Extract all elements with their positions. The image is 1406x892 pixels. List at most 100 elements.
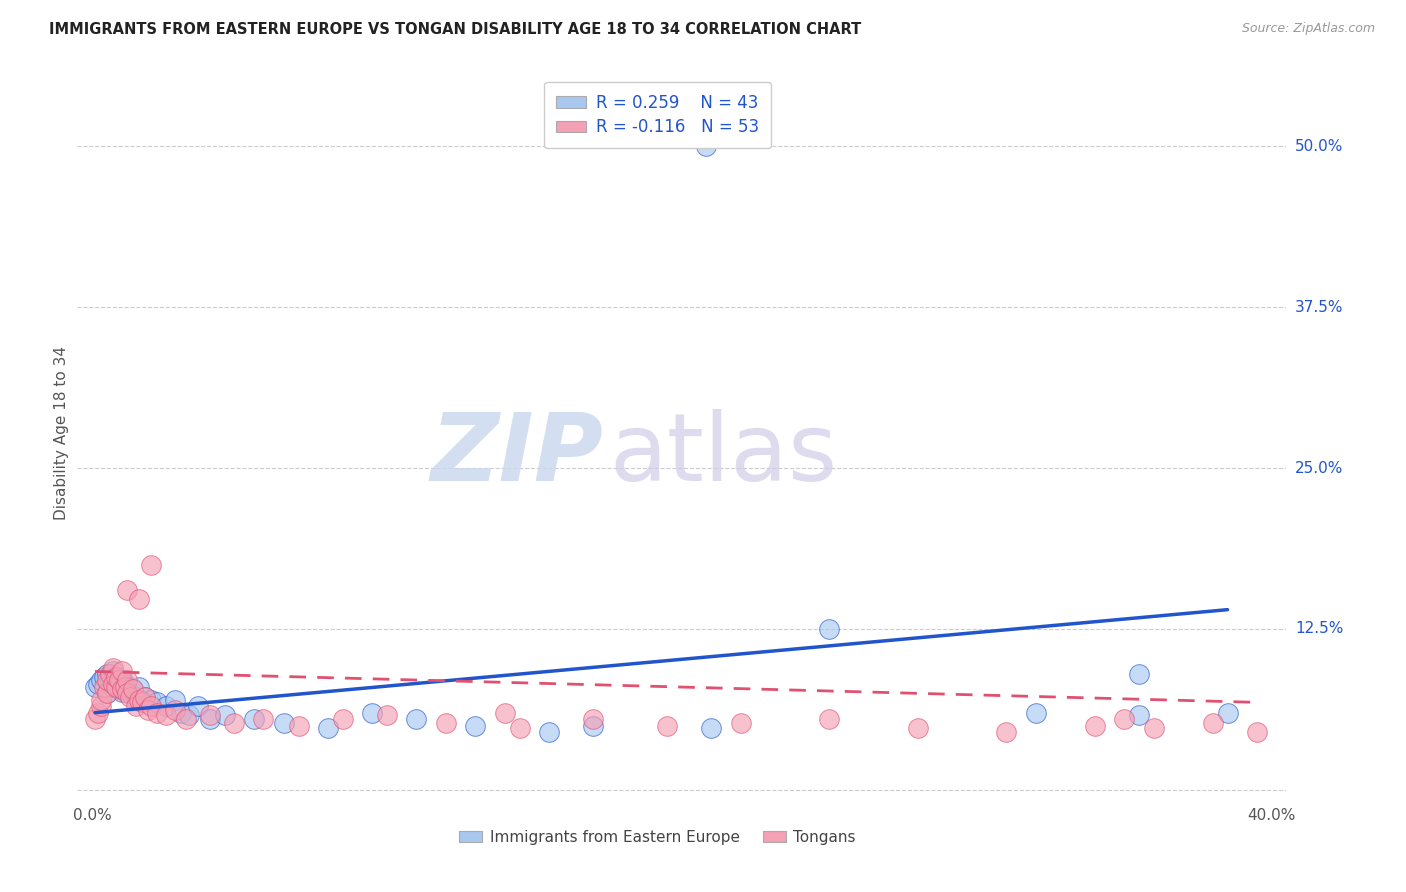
Point: [134, 690, 156, 705]
Point: [128, 680, 150, 694]
Point: [110, 673, 132, 688]
Legend: Immigrants from Eastern Europe, Tongans: Immigrants from Eastern Europe, Tongans: [453, 823, 862, 851]
Point: [332, 712, 354, 726]
Point: [96, 686, 118, 700]
Point: [84, 712, 107, 726]
Point: [582, 712, 605, 726]
Point: [818, 712, 841, 726]
Point: [93, 670, 115, 684]
Point: [375, 708, 398, 723]
Point: [139, 699, 162, 714]
Point: [582, 718, 605, 732]
Text: 12.5%: 12.5%: [1295, 622, 1343, 637]
Point: [405, 712, 427, 726]
Text: atlas: atlas: [609, 409, 838, 500]
Point: [117, 680, 139, 694]
Point: [155, 708, 177, 723]
Point: [198, 712, 221, 726]
Point: [98, 667, 121, 681]
Point: [110, 665, 132, 679]
Point: [657, 718, 679, 732]
Point: [136, 703, 159, 717]
Text: 50.0%: 50.0%: [1295, 138, 1343, 153]
Point: [1216, 706, 1239, 720]
Point: [139, 558, 162, 572]
Point: [90, 673, 112, 688]
Point: [907, 721, 929, 735]
Point: [1084, 718, 1107, 732]
Point: [134, 690, 156, 705]
Point: [131, 695, 153, 709]
Point: [96, 673, 118, 688]
Point: [107, 682, 129, 697]
Point: [90, 693, 112, 707]
Point: [114, 677, 136, 691]
Point: [163, 703, 186, 717]
Point: [464, 718, 486, 732]
Point: [125, 699, 148, 714]
Point: [110, 685, 132, 699]
Point: [1114, 712, 1136, 726]
Point: [434, 716, 457, 731]
Point: [222, 716, 245, 731]
Point: [120, 686, 142, 700]
Point: [117, 673, 139, 688]
Point: [128, 693, 150, 707]
Point: [169, 706, 191, 720]
Point: [179, 708, 201, 723]
Point: [104, 670, 127, 684]
Point: [125, 690, 148, 705]
Text: Source: ZipAtlas.com: Source: ZipAtlas.com: [1241, 22, 1375, 36]
Point: [187, 699, 209, 714]
Point: [131, 695, 153, 709]
Point: [700, 721, 723, 735]
Point: [176, 712, 198, 726]
Point: [730, 716, 752, 731]
Point: [114, 680, 136, 694]
Point: [87, 706, 110, 720]
Point: [101, 680, 124, 694]
Point: [163, 693, 186, 707]
Point: [87, 677, 110, 691]
Point: [117, 686, 139, 700]
Point: [120, 690, 142, 705]
Point: [90, 699, 112, 714]
Point: [101, 677, 124, 691]
Point: [509, 721, 531, 735]
Point: [104, 676, 127, 690]
Point: [361, 706, 384, 720]
Point: [198, 708, 221, 723]
Point: [101, 665, 124, 679]
Point: [1246, 725, 1268, 739]
Text: 25.0%: 25.0%: [1295, 460, 1343, 475]
Point: [252, 712, 274, 726]
Point: [538, 725, 561, 739]
Text: 37.5%: 37.5%: [1295, 300, 1343, 315]
Y-axis label: Disability Age 18 to 34: Disability Age 18 to 34: [53, 345, 69, 520]
Point: [695, 139, 717, 153]
Point: [93, 680, 115, 694]
Point: [494, 706, 516, 720]
Point: [146, 695, 169, 709]
Point: [96, 667, 118, 681]
Point: [818, 622, 841, 636]
Point: [1025, 706, 1047, 720]
Point: [1202, 716, 1225, 731]
Point: [128, 592, 150, 607]
Point: [122, 682, 145, 697]
Point: [122, 682, 145, 697]
Point: [101, 660, 124, 674]
Point: [1143, 721, 1166, 735]
Point: [1128, 667, 1150, 681]
Point: [110, 682, 132, 697]
Point: [243, 712, 266, 726]
Point: [96, 686, 118, 700]
Point: [273, 716, 295, 731]
Text: IMMIGRANTS FROM EASTERN EUROPE VS TONGAN DISABILITY AGE 18 TO 34 CORRELATION CHA: IMMIGRANTS FROM EASTERN EUROPE VS TONGAN…: [49, 22, 862, 37]
Point: [104, 680, 127, 694]
Point: [287, 718, 309, 732]
Point: [107, 673, 129, 688]
Point: [155, 699, 177, 714]
Text: ZIP: ZIP: [430, 409, 603, 500]
Point: [98, 673, 121, 688]
